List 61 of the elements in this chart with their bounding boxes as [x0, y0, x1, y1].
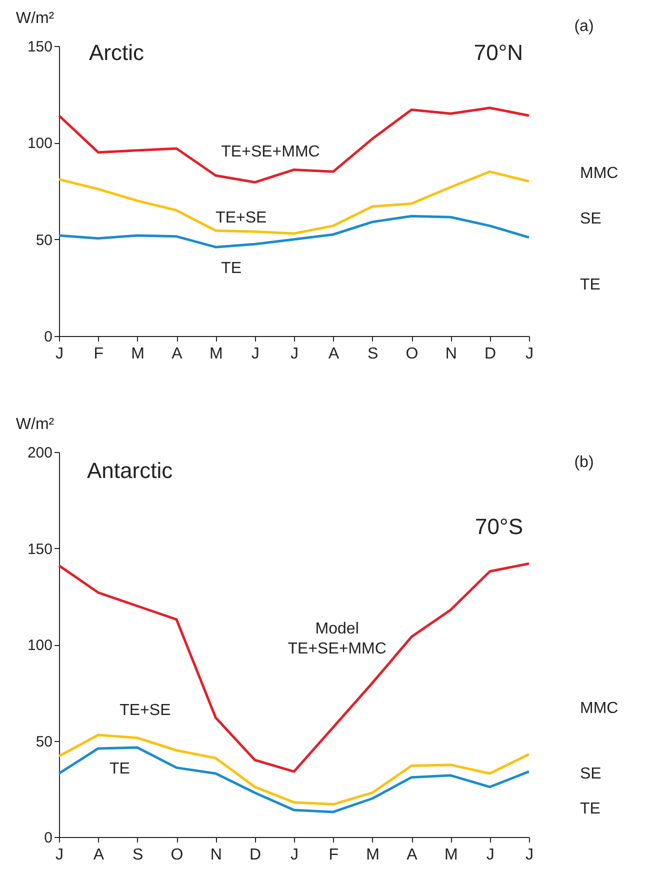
x-tick-label: F [94, 346, 104, 362]
x-tick-label: O [170, 846, 184, 864]
series-label: TE+SE+MMC [221, 143, 320, 160]
x-tick-label: M [131, 346, 144, 362]
x-tick-label: S [132, 846, 144, 864]
x-tick-label: M [444, 846, 458, 864]
x-tick-label: J [56, 846, 64, 864]
x-tick-label: A [93, 846, 104, 864]
y-tick-label: 200 [27, 444, 52, 462]
chart-title: Arctic [89, 40, 144, 65]
x-tick-label: N [210, 846, 222, 864]
x-tick-label: J [526, 846, 534, 864]
line-series [58, 746, 530, 814]
y-tick-label: 0 [44, 328, 52, 346]
y-axis-title: W/m² [16, 416, 55, 433]
text: TE [580, 800, 600, 818]
x-tick-label: J [56, 346, 64, 362]
x-tick-label: M [366, 846, 380, 864]
x-tick-label: A [406, 846, 418, 864]
y-tick-label: 0 [44, 830, 52, 846]
x-tick-label: D [484, 346, 496, 362]
x-tick-label: J [486, 846, 494, 864]
x-tick-label: D [250, 846, 262, 864]
x-tick-label: O [406, 346, 418, 362]
y-tick-label: 150 [27, 38, 52, 56]
x-tick-label: J [251, 346, 260, 362]
x-tick-label: A [172, 346, 183, 362]
text: SE [580, 766, 602, 783]
chart-subtitle: 70°N [474, 40, 523, 65]
line-series [58, 562, 530, 773]
y-tick-label: 50 [36, 232, 52, 249]
y-tick-label: 100 [27, 135, 52, 152]
x-tick-label: F [328, 846, 339, 864]
x-tick-label: J [290, 346, 298, 362]
line-series [58, 170, 530, 235]
line-series [58, 106, 530, 184]
text: TE [580, 276, 600, 294]
x-tick-label: J [526, 346, 534, 362]
text: MMC [580, 700, 618, 717]
text: SE [580, 210, 602, 228]
y-axis-title: W/m² [16, 10, 55, 27]
y-tick-label: 150 [27, 540, 52, 558]
x-tick-label: N [445, 346, 457, 362]
x-tick-label: J [290, 846, 298, 864]
text: (b) [574, 454, 594, 471]
series-label: TE+SE [216, 210, 267, 227]
y-tick-label: 50 [36, 733, 52, 750]
text: (a) [574, 18, 594, 35]
series-label: TE [109, 760, 130, 778]
line-series [58, 734, 530, 806]
y-tick-label: 100 [27, 637, 52, 654]
series-label: TE+SE [120, 702, 171, 719]
text: MMC [580, 165, 618, 182]
x-tick-label: S [367, 346, 378, 362]
x-tick-label: A [328, 346, 340, 362]
x-tick-label: M [210, 346, 223, 362]
series-label: TE [221, 260, 242, 278]
series-label: TE+SE+MMC [288, 640, 386, 658]
chart-title: Antarctic [87, 458, 173, 483]
text: 70°S [475, 514, 523, 539]
annotation: Model [315, 620, 359, 638]
